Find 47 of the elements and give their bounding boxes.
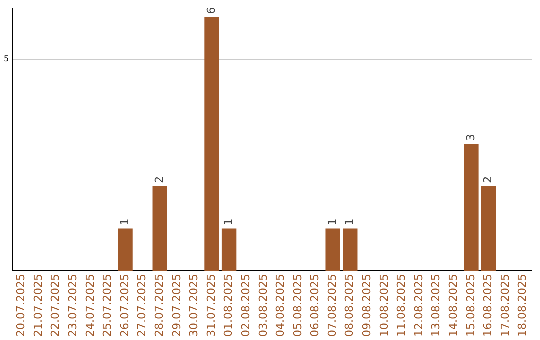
x-tick-label: 29.07.2025 [170,274,184,338]
bar [326,228,340,272]
x-tick-label: 15.08.2025 [464,274,478,338]
x-tick-label: 22.07.2025 [49,274,62,338]
data-label: 2 [152,176,166,184]
x-tick-label: 11.08.2025 [395,274,408,338]
x-tick-label: 07.08.2025 [326,274,339,338]
x-tick-label: 03.08.2025 [256,274,270,338]
data-label: 1 [326,218,339,226]
x-tick-label: 10.08.2025 [378,274,391,338]
x-tick-label: 14.08.2025 [447,274,460,338]
x-tick-label: 31.07.2025 [204,274,218,338]
x-tick-label: 21.07.2025 [32,274,45,338]
x-tick-label: 16.08.2025 [482,274,495,338]
x-tick-label: 06.08.2025 [308,274,322,338]
x-tick-label: 02.08.2025 [239,274,252,338]
data-label: 6 [204,7,218,14]
x-tick-label: 28.07.2025 [152,274,166,338]
x-tick-label: 04.08.2025 [274,274,288,338]
x-tick-label: 08.08.2025 [343,274,356,338]
data-label: 2 [482,176,495,184]
data-label: 1 [222,218,236,226]
data-label: 3 [464,134,478,142]
x-tick-label: 26.07.2025 [118,274,132,338]
y-tick-label: 5 [4,54,10,64]
bar [343,228,358,272]
data-label: 1 [118,218,132,226]
bar [152,186,168,272]
x-tick-label: 27.07.2025 [136,274,149,338]
bar [222,228,237,272]
x-tick-label: 24.07.2025 [84,274,97,338]
x-tick-label: 12.08.2025 [412,274,426,338]
bar [118,228,133,272]
x-tick-label: 09.08.2025 [360,274,374,338]
x-tick-label: 20.07.2025 [14,274,28,338]
x-tick-label: 25.07.2025 [101,274,114,338]
x-tick-label: 05.08.2025 [291,274,304,338]
x-tick-label: 18.08.2025 [516,274,530,338]
x-tick-label: 23.07.2025 [66,274,80,338]
bar [464,144,479,272]
x-tick-label: 17.08.2025 [498,274,512,338]
x-tick-label: 30.07.2025 [188,274,201,338]
x-tick-label: 13.08.2025 [430,274,443,338]
bar [481,186,496,272]
bar [204,17,220,272]
data-label: 1 [343,218,356,226]
x-tick-label: 01.08.2025 [222,274,236,338]
